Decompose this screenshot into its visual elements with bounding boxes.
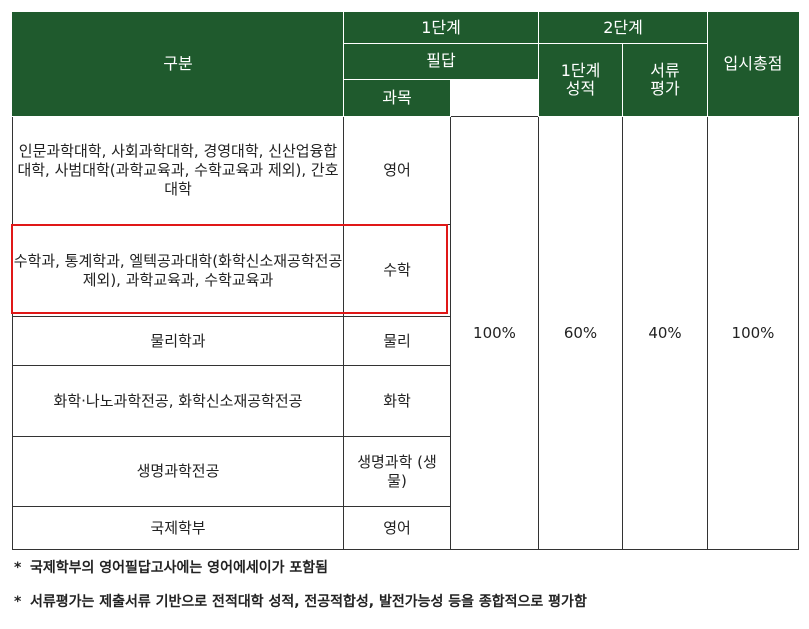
table-row: 생명과학전공 생명과학 (생물) <box>12 436 799 507</box>
row-category: 화학·나노과학전공, 화학신소재공학전공 <box>12 365 344 437</box>
row-subject: 화학 <box>343 365 451 437</box>
footnote-text: 서류평가는 제출서류 기반으로 전적대학 성적, 전공적합성, 발전가능성 등을… <box>30 594 587 610</box>
header-blank-cell <box>450 79 539 117</box>
table-row: 수학과, 통계학과, 엘텍공과대학(화학신소재공학전공 제외), 과학교육과, … <box>12 224 799 317</box>
header-stage1-score: 1단계 성적 <box>538 43 623 117</box>
header-subject: 과목 <box>343 79 451 117</box>
written-percent: 100% <box>450 116 539 550</box>
stage1-percent: 60% <box>538 116 623 550</box>
header-stage1: 1단계 <box>343 12 539 44</box>
table-row: 화학·나노과학전공, 화학신소재공학전공 화학 <box>12 365 799 437</box>
row-subject: 물리 <box>343 316 451 366</box>
row-category: 국제학부 <box>12 506 344 550</box>
header-stage1-score-label: 1단계 성적 <box>560 60 601 98</box>
header-written: 필답 <box>343 43 539 80</box>
row-subject: 영어 <box>343 506 451 550</box>
total-percent: 100% <box>707 116 799 550</box>
table-row: 국제학부 영어 <box>12 506 799 550</box>
footnote-marker: * <box>14 594 22 610</box>
header-stage2: 2단계 <box>538 12 708 44</box>
header-total: 입시총점 <box>707 12 799 117</box>
footnote-text: 국제학부의 영어필답고사에는 영어에세이가 포함됨 <box>30 560 328 576</box>
table-row: 인문과학대학, 사회과학대학, 경영대학, 신산업융합대학, 사범대학(과학교육… <box>12 116 799 550</box>
footnote-marker: * <box>14 560 22 576</box>
row-subject: 영어 <box>343 116 451 225</box>
row-subject-label: 생명과학 (생물) <box>357 452 437 490</box>
table-row: 물리학과 물리 <box>12 316 799 366</box>
footnotes: * 국제학부의 영어필답고사에는 영어에세이가 포함됨 * 서류평가는 제출서류 기… <box>14 557 587 625</box>
header-document-eval-label: 서류 평가 <box>650 60 680 98</box>
row-category: 물리학과 <box>12 316 344 366</box>
footnote: * 서류평가는 제출서류 기반으로 전적대학 성적, 전공적합성, 발전가능성 등… <box>14 591 587 625</box>
row-category: 생명과학전공 <box>12 436 344 507</box>
header-category: 구분 <box>12 12 344 117</box>
footnote: * 국제학부의 영어필답고사에는 영어에세이가 포함됨 <box>14 557 587 591</box>
header-document-eval: 서류 평가 <box>622 43 708 117</box>
row-category: 수학과, 통계학과, 엘텍공과대학(화학신소재공학전공 제외), 과학교육과, … <box>12 224 344 317</box>
document-percent: 40% <box>622 116 708 550</box>
row-subject: 생명과학 (생물) <box>343 436 451 507</box>
row-category: 인문과학대학, 사회과학대학, 경영대학, 신산업융합대학, 사범대학(과학교육… <box>12 116 344 225</box>
admission-table: 구분 1단계 2단계 입시총점 필답 1단계 성적 서류 평가 과목 인문과학대… <box>12 12 799 550</box>
row-subject: 수학 <box>343 224 451 317</box>
